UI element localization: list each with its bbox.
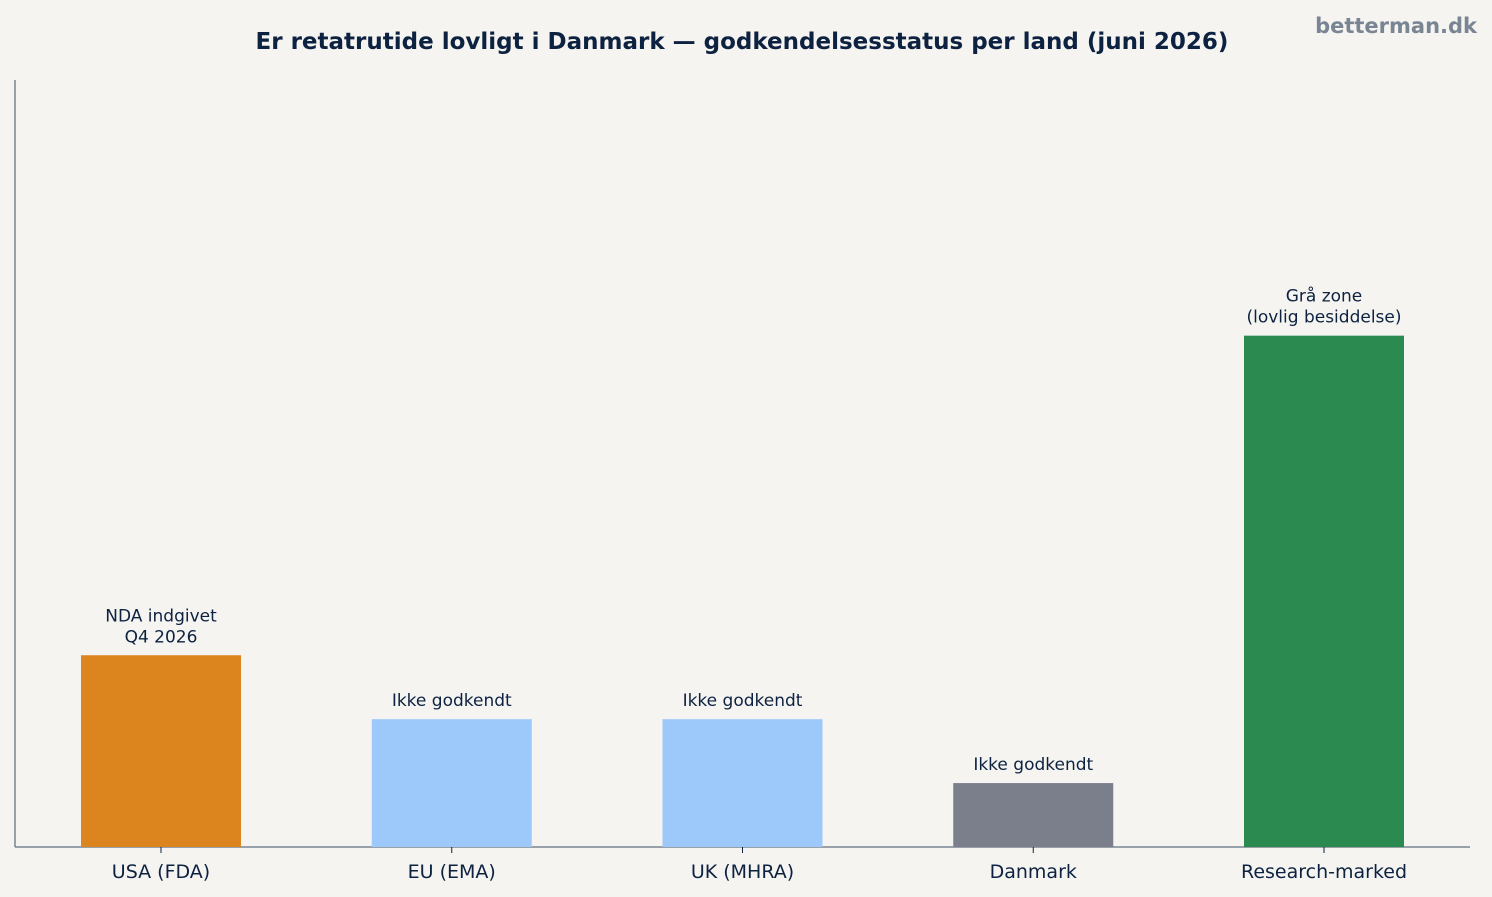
bars (81, 335, 1404, 847)
x-tick-label: EU (EMA) (408, 861, 496, 883)
data-label: Ikke godkendt (973, 755, 1093, 775)
x-tick-label: Research-marked (1241, 861, 1407, 883)
data-label: (lovlig besiddelse) (1246, 308, 1401, 328)
data-label: Grå zone (1286, 286, 1363, 307)
x-tick-label: UK (MHRA) (691, 861, 794, 883)
bar-danmark (953, 783, 1114, 847)
x-tick-label: Danmark (990, 861, 1077, 883)
bar-uk-mhra (662, 719, 823, 847)
x-tick-label: USA (FDA) (112, 861, 210, 883)
bar-usa-fda (81, 655, 241, 847)
chart-title: Er retatrutide lovligt i Danmark — godke… (256, 29, 1229, 55)
bar-eu-ema (371, 719, 532, 847)
data-label: Ikke godkendt (392, 691, 512, 711)
x-ticks: USA (FDA) EU (EMA) UK (MHRA) Danmark Researc… (112, 847, 1407, 883)
data-label: NDA indgivet (105, 606, 217, 626)
bar-research-marked (1244, 335, 1404, 847)
data-label: Q4 2026 (125, 627, 198, 647)
watermark: betterman.dk (1315, 14, 1478, 38)
data-label: Ikke godkendt (683, 691, 803, 711)
